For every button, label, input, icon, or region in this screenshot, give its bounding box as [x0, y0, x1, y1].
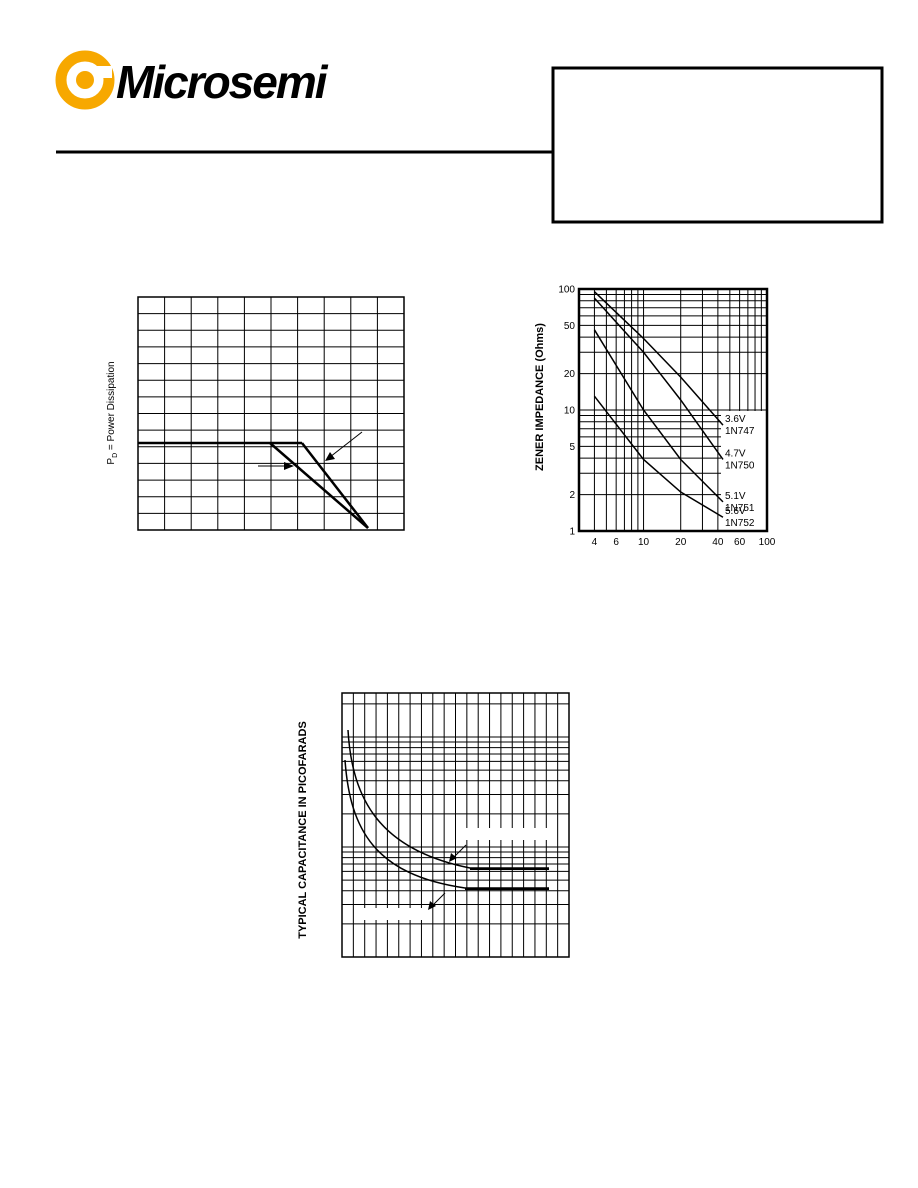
arrow — [452, 844, 467, 859]
curve-label: 5.1V — [725, 491, 746, 502]
label-subscript: D — [112, 453, 119, 458]
derating-curve-b — [301, 442, 369, 529]
logo-ring — [55, 50, 115, 110]
arrow-head — [449, 853, 457, 862]
impedance-curve — [593, 291, 724, 426]
label-blank — [360, 908, 432, 920]
arrow-head — [428, 901, 436, 910]
plot-frame — [137, 296, 405, 531]
x-tick-label: 100 — [759, 537, 776, 548]
y-tick-label: 1 — [569, 527, 575, 538]
label-area — [721, 411, 767, 531]
arrow-head — [325, 452, 335, 461]
curve-label-device: 1N750 — [725, 460, 755, 471]
plot-frame — [341, 692, 570, 958]
x-tick-label: 10 — [638, 537, 650, 548]
derating-curve-a — [269, 442, 369, 529]
x-tick-label: 60 — [734, 537, 746, 548]
impedance-curve — [593, 329, 724, 503]
y-tick-label: 10 — [564, 406, 576, 417]
y-tick-label: 5 — [569, 442, 575, 453]
figure-capacitance: TYPICAL CAPACITANCE IN PICOFARADS — [297, 692, 570, 958]
capacitance-curve — [344, 759, 549, 889]
logo-gap — [96, 66, 112, 78]
arrow — [329, 431, 363, 458]
y-axis-label: ZENER IMPEDANCE (Ohms) — [534, 323, 546, 471]
label-symbol: P — [106, 458, 117, 465]
y-axis-label: TYPICAL CAPACITANCE IN PICOFARADS — [297, 721, 309, 939]
curve-label: 3.6V — [725, 414, 746, 425]
logo-core — [76, 71, 94, 89]
part-box — [551, 66, 884, 224]
logo: Microsemi — [55, 50, 331, 110]
curve-label-device: 1N751 — [725, 503, 755, 514]
label-blank — [460, 828, 552, 840]
x-tick-label: 40 — [712, 537, 724, 548]
arrow — [431, 892, 446, 907]
arrow-head — [284, 462, 294, 470]
y-tick-label: 100 — [558, 285, 575, 296]
x-tick-label: 6 — [613, 537, 619, 548]
x-tick-label: 4 — [592, 537, 598, 548]
y-tick-label: 20 — [564, 369, 576, 380]
curve-label: 4.7V — [725, 448, 746, 459]
curve-label-device: 1N752 — [725, 518, 755, 529]
impedance-curve — [593, 395, 724, 518]
y-tick-label: 2 — [569, 490, 575, 501]
curve-label-device: 1N747 — [725, 426, 755, 437]
x-tick-label: 20 — [675, 537, 687, 548]
grid — [138, 297, 404, 530]
y-tick-label: 50 — [564, 321, 576, 332]
curve-label: 5.6V — [725, 506, 746, 517]
impedance-curve — [593, 297, 724, 460]
y-axis-label: PD = Power Dissipation — [106, 361, 119, 464]
capacitance-curve — [347, 729, 549, 869]
figure-impedance: ZENER IMPEDANCE (Ohms) 4 6 10 20 40 60 100 1 2 5 1… — [534, 285, 776, 549]
figure-derating: PD = Power Dissipation — [106, 296, 405, 531]
label-text: = Power Dissipation — [106, 361, 117, 452]
plot-frame — [577, 287, 769, 533]
logo-text: Microsemi — [116, 56, 329, 108]
